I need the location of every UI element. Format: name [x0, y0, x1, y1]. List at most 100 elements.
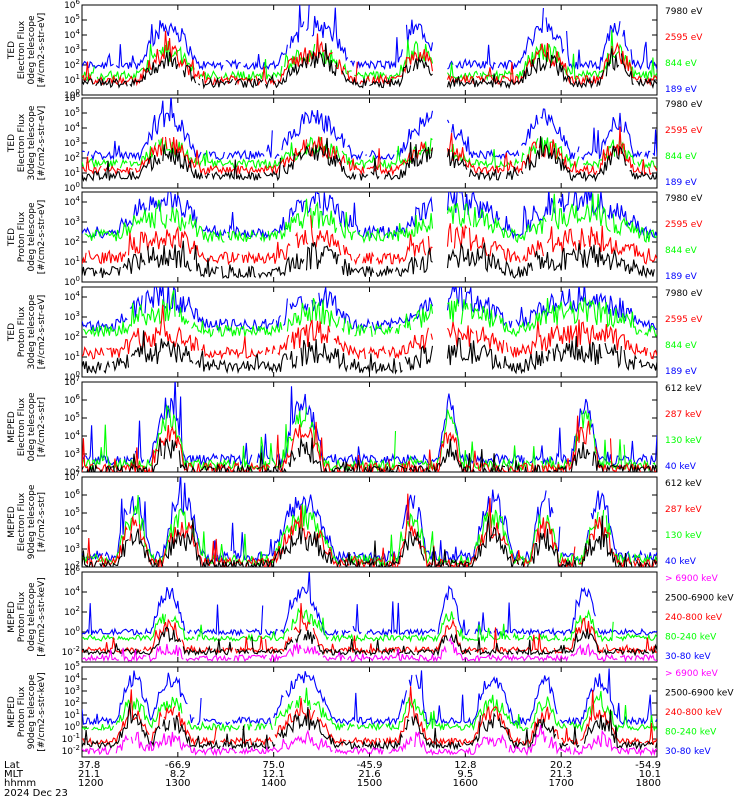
y-axis-label: 90deg telescope	[27, 674, 37, 749]
y-tick-label: 103	[64, 542, 80, 555]
y-axis-label: [#/cm2-s-str-eV]	[37, 295, 47, 370]
series-line-189-ev	[82, 5, 657, 72]
y-tick-label: 106	[64, 393, 80, 406]
x-tick-label-mlt: 21.1	[78, 769, 100, 780]
series-line-240-800-kev	[82, 603, 657, 655]
legend-entry: 287 keV	[665, 505, 702, 515]
y-tick-label: 104	[64, 585, 80, 598]
x-tick-label-mlt: 10.1	[639, 769, 661, 780]
series-traces	[82, 668, 657, 757]
series-line-2500-6900-kev	[82, 626, 657, 657]
y-tick-label: 102	[64, 330, 80, 343]
legend-entry: 80-240 keV	[665, 633, 717, 643]
legend-entry: 7980 eV	[665, 289, 703, 299]
x-row-label-lat: Lat	[4, 760, 20, 771]
legend-entry: 7980 eV	[665, 7, 703, 17]
legend-entry: 287 keV	[665, 410, 702, 420]
y-tick-label: 100	[64, 720, 80, 733]
legend-entry: 40 keV	[665, 462, 697, 472]
panel-frame	[81, 97, 658, 189]
y-tick-label: 106	[64, 0, 80, 11]
x-tick-label-mlt: 21.6	[358, 769, 380, 780]
y-axis-label: MEPED	[7, 506, 17, 538]
y-tick-label: 107	[64, 375, 80, 388]
x-tick-label-hhmm: 1600	[453, 778, 478, 789]
series-line-7980-ev	[82, 43, 657, 90]
y-axis-label: [#/cm2-s-str]	[37, 492, 47, 552]
legend-entry: 7980 eV	[665, 100, 703, 110]
legend-entry: 2500-6900 keV	[665, 689, 734, 699]
y-axis-label: 0deg telescope	[27, 202, 37, 272]
y-axis-label: Electron Flux	[17, 20, 27, 79]
series-traces	[82, 192, 657, 278]
y-tick-label: 105	[64, 106, 80, 119]
x-tick-label-hhmm: 1500	[357, 778, 382, 789]
legend-entry: 30-80 keV	[665, 747, 711, 757]
x-tick-label-lat: -66.9	[165, 760, 191, 771]
x-tick-label-hhmm: 1200	[78, 778, 103, 789]
x-date-label: 2024 Dec 23	[4, 788, 68, 799]
panel-5: 102 103 104 105 106 107 MEPED Electron Flux 0deg…	[7, 375, 702, 478]
legend-entry: 844 eV	[665, 246, 698, 256]
x-tick-label-hhmm: 1700	[548, 778, 573, 789]
legend-entry: 189 eV	[665, 367, 698, 377]
legend-entry: 844 eV	[665, 152, 698, 162]
series-traces	[82, 572, 657, 662]
x-tick-label-lat: 20.2	[550, 760, 572, 771]
y-tick-label: 105	[64, 506, 80, 519]
y-axis-label: 90deg telescope	[27, 484, 37, 559]
y-axis-label: TED	[7, 134, 17, 153]
panel-7: 10-2 100 102 104 106 MEPED Proton Flux 0deg tel…	[7, 565, 734, 663]
legend-entry: 40 keV	[665, 557, 697, 567]
x-tick-label-mlt: 8.2	[170, 769, 186, 780]
legend-entry: 612 keV	[665, 384, 702, 394]
y-tick-label: 101	[64, 255, 80, 268]
series-line-189-ev	[82, 287, 657, 333]
series-line-189-ev	[82, 98, 657, 162]
y-axis-label: Proton Flux	[17, 591, 27, 642]
legend-entry: 30-80 keV	[665, 652, 711, 662]
series-line-80-240-kev	[82, 687, 657, 733]
y-tick-label: 105	[64, 411, 80, 424]
y-axis-label: 0deg telescope	[27, 15, 37, 85]
y-axis-label: [#/cm2-s-str-eV]	[37, 200, 47, 275]
series-line-844-ev	[82, 30, 657, 82]
series-line--6900-kev	[82, 724, 657, 757]
y-tick-label: 104	[64, 429, 80, 442]
legend-entry: 2595 eV	[665, 220, 703, 230]
x-tick-label-lat: 75.0	[263, 760, 285, 771]
x-tick-label-lat: 37.8	[78, 760, 100, 771]
y-tick-label: 104	[64, 290, 80, 303]
panel-2: 100 101 102 103 104 105 106 TED Electron Flux 30d…	[7, 91, 703, 194]
y-tick-label: 101	[64, 350, 80, 363]
series-traces	[82, 382, 657, 472]
y-axis-label: [#/cm2-s-str-keV]	[37, 577, 47, 656]
series-line-7980-ev	[82, 241, 657, 278]
x-tick-label-lat: -45.9	[357, 760, 383, 771]
legend-entry: 189 eV	[665, 272, 698, 282]
y-tick-label: 103	[64, 684, 80, 697]
series-line-30-80-kev	[82, 572, 657, 637]
y-tick-label: 106	[64, 565, 80, 578]
y-axis-label: [#/cm2-s-str-keV]	[37, 672, 47, 751]
series-line-2595-ev	[82, 126, 657, 177]
legend-entry: 189 eV	[665, 178, 698, 188]
y-tick-label: 102	[64, 235, 80, 248]
y-tick-label: 101	[64, 708, 80, 721]
legend-entry: 240-800 keV	[665, 613, 723, 623]
y-tick-label: 104	[64, 524, 80, 537]
y-tick-label: 100	[64, 275, 80, 288]
panel-4: 100 101 102 103 104 TED Proton Flux 30deg teles…	[7, 286, 703, 383]
legend-entry: > 6900 keV	[665, 669, 719, 679]
y-tick-label: 103	[64, 43, 80, 56]
y-axis-label: TED	[7, 323, 17, 342]
y-axis-label: 0deg telescope	[27, 582, 37, 652]
y-axis-label: MEPED	[7, 411, 17, 443]
legend-entry: 2595 eV	[665, 33, 703, 43]
series-traces	[82, 98, 657, 183]
y-tick-label: 102	[64, 605, 80, 618]
y-axis-label: MEPED	[7, 696, 17, 728]
y-tick-label: 10-2	[62, 645, 80, 658]
x-tick-label-hhmm: 1400	[261, 778, 286, 789]
